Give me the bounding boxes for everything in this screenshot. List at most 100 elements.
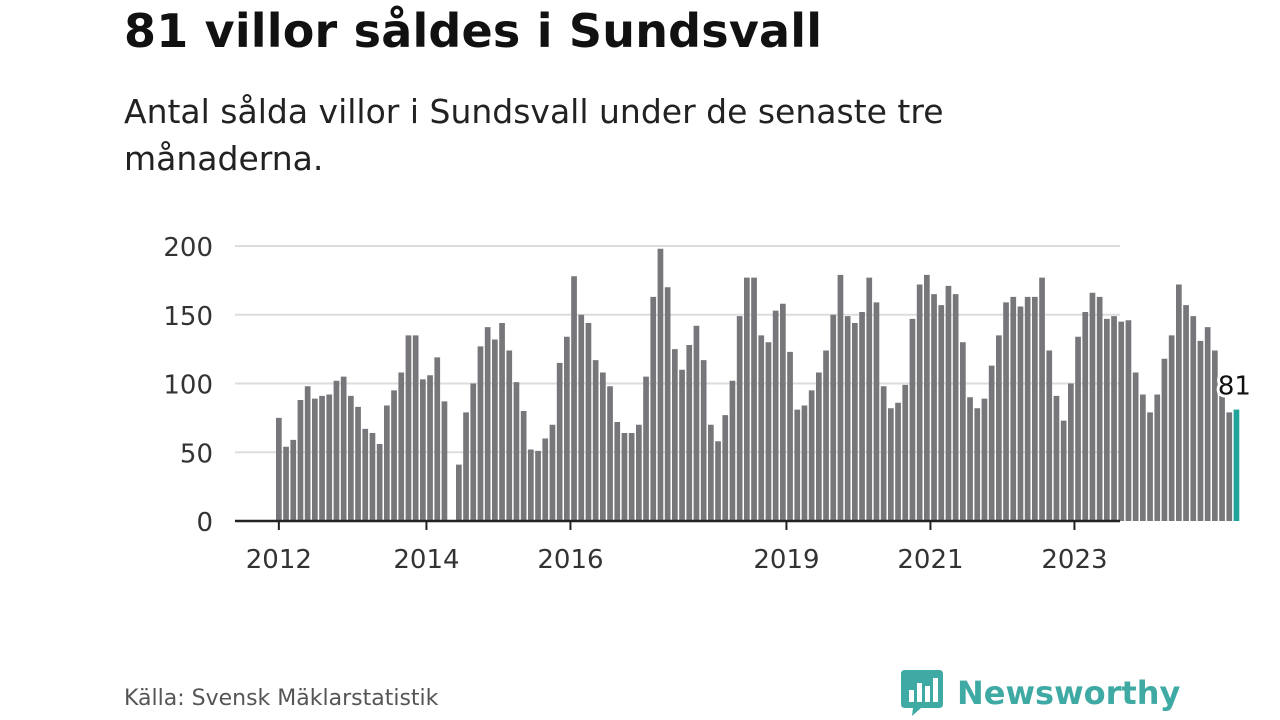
bar [924,274,930,522]
bar [636,424,642,521]
bar [499,323,505,521]
bar [1089,292,1096,521]
bar [564,336,570,521]
bar [1226,412,1233,522]
bar [592,360,599,522]
bar [981,398,988,522]
bar [938,305,945,522]
bar [333,380,340,521]
bar [931,294,937,522]
bar [1032,296,1038,522]
bar [1003,302,1009,522]
bar [1104,318,1110,522]
y-tick-label: 150 [163,302,213,332]
bar [729,380,736,521]
bar [427,375,433,521]
bar [1046,350,1053,521]
bar [628,433,635,521]
bar [1010,296,1017,522]
bar [528,449,534,521]
source-note: Källa: Svensk Mäklarstatistik [124,686,439,711]
bar [830,314,837,521]
bar [816,372,822,521]
bar [758,335,765,522]
bar [520,411,527,521]
bar [1125,320,1132,521]
bar [902,384,909,522]
bar [1075,336,1081,521]
bar [578,314,585,521]
x-axis-labels: 2012 2014 2016 2019 2021 2023 [246,545,1108,575]
bar [967,397,973,521]
last-value-annotation: 81 [1215,369,1254,405]
bar [794,409,801,522]
bar [664,287,671,521]
bar [621,433,628,521]
bar [506,350,513,521]
bar [1204,327,1211,522]
bar [304,386,311,521]
brand-name: Newsworthy [957,674,1181,712]
bar [340,376,347,522]
bar [348,395,354,522]
bar [1118,321,1125,522]
bar [542,438,549,521]
bar [823,350,829,521]
bar [297,400,304,521]
bar [679,369,685,521]
chart-subtitle: Antal sålda villor i Sundsvall under de … [124,92,944,178]
bar [420,379,426,522]
bar [1039,277,1045,522]
bar [1176,284,1182,521]
bar [837,274,844,522]
bar [1024,296,1031,522]
bar [1068,383,1074,521]
bar [384,405,390,521]
bar [319,395,325,522]
bar [398,372,405,521]
bar [736,316,743,522]
bar [326,394,333,521]
bar [1132,372,1139,521]
bar [1212,350,1218,521]
bar [312,398,318,522]
bar [693,325,700,521]
bar [470,383,477,521]
bar [1017,306,1024,521]
bar [866,277,873,522]
bar [607,386,613,521]
bar [780,303,786,521]
bar [549,424,556,521]
bar [852,323,858,521]
x-tick-label: 2021 [897,545,963,575]
bar [715,441,721,521]
bar [1161,358,1168,521]
bar [1111,316,1117,522]
bar [1060,420,1067,522]
bar [1082,312,1089,521]
bar [873,302,880,522]
chart-title: 81 villor såldes i Sundsvall [124,4,823,58]
bar [535,450,541,522]
bar [1053,395,1060,522]
bar [952,294,959,522]
last-value-label: 81 [1218,372,1251,402]
bar [434,357,441,522]
bar [391,390,397,522]
bar [895,402,901,521]
bar [571,276,577,521]
newsworthy-logo[interactable]: Newsworthy [901,670,1180,716]
bar [463,412,469,522]
bar [1147,412,1153,522]
x-tick-label: 2012 [246,545,312,575]
y-axis-labels: 0 50 100 150 200 [163,233,213,538]
bar [722,415,729,522]
bar [650,296,657,522]
bar [700,360,707,522]
bar [945,285,952,522]
x-tick-label: 2023 [1041,545,1107,575]
bar [974,408,981,521]
bar [708,424,714,521]
bar [369,433,376,521]
bar [1168,335,1175,522]
